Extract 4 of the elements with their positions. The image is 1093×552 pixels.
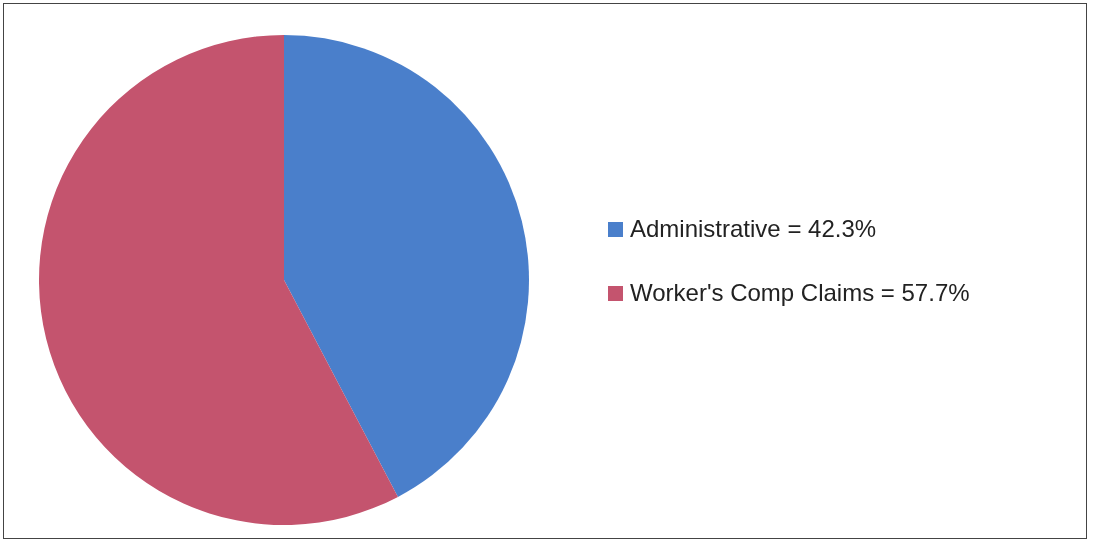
legend-label: Administrative = 42.3% <box>630 215 877 243</box>
pie-slice <box>284 35 529 497</box>
legend-label: Worker's Comp Claims = 57.7% <box>630 279 970 307</box>
pie-slice <box>39 35 398 525</box>
